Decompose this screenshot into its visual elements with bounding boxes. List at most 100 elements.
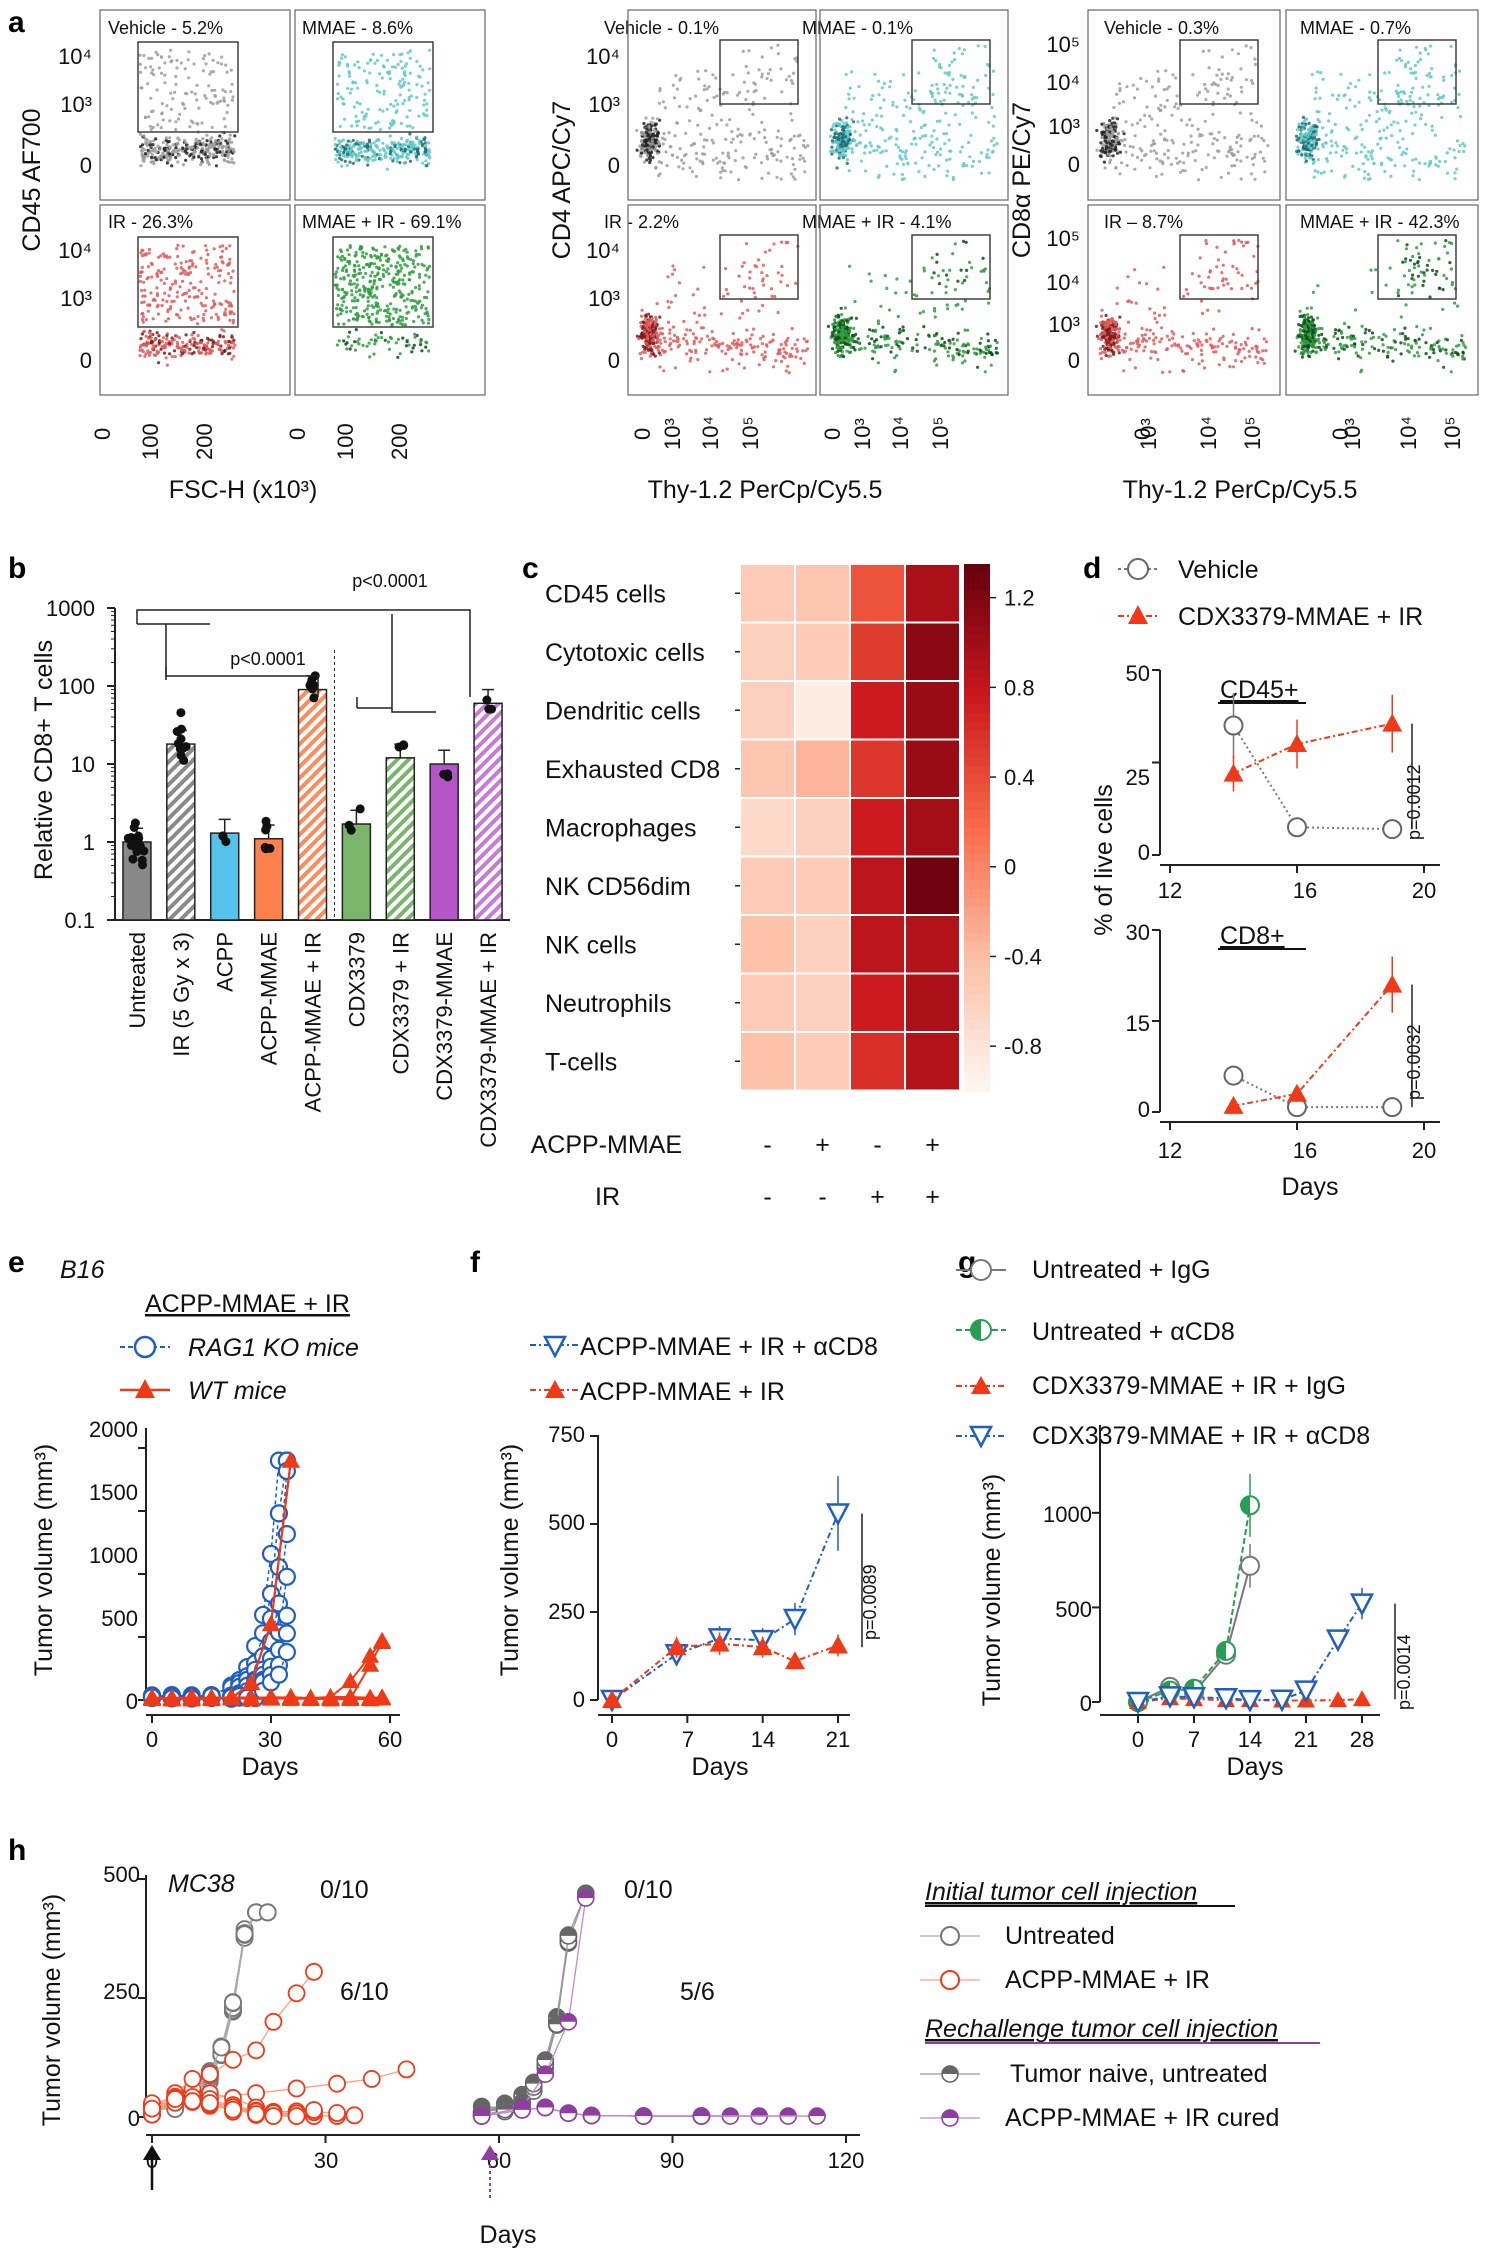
a-plot-box bbox=[1087, 204, 1281, 396]
a-event-dot bbox=[427, 275, 431, 279]
a-event-dot bbox=[1411, 273, 1415, 277]
a-event-dot bbox=[219, 303, 224, 307]
a-event-dot bbox=[224, 63, 228, 67]
a-event-dot bbox=[185, 92, 189, 96]
a-event-dot bbox=[1256, 361, 1260, 365]
a-event-dot bbox=[1166, 156, 1170, 160]
a-event-dot bbox=[346, 273, 350, 277]
a-event-dot bbox=[1375, 110, 1379, 114]
a-event-dot bbox=[192, 344, 196, 348]
a-event-dot bbox=[1307, 121, 1311, 125]
a-event-dot bbox=[379, 252, 384, 256]
a-event-dot bbox=[1377, 348, 1381, 352]
a-event-dot bbox=[1255, 345, 1259, 349]
a-event-dot bbox=[378, 278, 383, 282]
a-event-dot bbox=[935, 137, 939, 141]
a-event-dot bbox=[1095, 128, 1099, 133]
a-event-dot bbox=[1240, 273, 1244, 277]
a-event-dot bbox=[1310, 72, 1314, 77]
a-event-dot bbox=[682, 337, 686, 341]
a-event-dot bbox=[223, 158, 227, 163]
a-event-dot bbox=[651, 156, 655, 160]
a-event-dot bbox=[149, 65, 153, 69]
a-event-dot bbox=[154, 50, 158, 54]
a-event-dot bbox=[403, 64, 407, 68]
a-event-dot bbox=[211, 341, 215, 346]
a-event-dot bbox=[1108, 334, 1112, 338]
a-event-dot bbox=[352, 317, 356, 321]
a-event-dot bbox=[378, 258, 382, 262]
a-event-dot bbox=[179, 266, 183, 270]
a-event-dot bbox=[168, 152, 172, 156]
a-event-dot bbox=[143, 152, 148, 156]
a-event-dot bbox=[398, 269, 402, 273]
a-event-dot bbox=[867, 122, 871, 127]
a-event-dot bbox=[1455, 139, 1460, 143]
a-event-dot bbox=[1425, 268, 1429, 272]
a-event-dot bbox=[1100, 122, 1104, 126]
a-event-dot bbox=[369, 255, 373, 259]
a-event-dot bbox=[796, 134, 800, 138]
a-gate-rect bbox=[137, 41, 239, 133]
a-event-dot bbox=[222, 329, 226, 333]
a-event-dot bbox=[965, 164, 969, 168]
a-event-dot bbox=[723, 169, 727, 173]
a-event-dot bbox=[362, 114, 366, 118]
a-event-dot bbox=[1243, 340, 1247, 344]
a-event-dot bbox=[947, 346, 952, 350]
a-event-dot bbox=[726, 151, 730, 155]
a-event-dot bbox=[151, 143, 155, 147]
a3-xtick-l0: 0 bbox=[1130, 428, 1155, 440]
a-event-dot bbox=[409, 94, 413, 98]
a-event-dot bbox=[1407, 268, 1411, 273]
a-event-dot bbox=[166, 158, 170, 162]
a-event-dot bbox=[379, 128, 383, 132]
a-event-dot bbox=[659, 341, 663, 345]
a-event-dot bbox=[937, 65, 942, 69]
a-event-dot bbox=[844, 121, 849, 125]
a-event-dot bbox=[843, 341, 847, 345]
a-event-dot bbox=[1261, 349, 1265, 353]
a-event-dot bbox=[176, 243, 180, 247]
a-event-dot bbox=[160, 55, 164, 59]
a-event-dot bbox=[395, 157, 399, 161]
a-event-dot bbox=[365, 307, 369, 311]
a-event-dot bbox=[385, 144, 389, 148]
a-event-dot bbox=[1417, 178, 1421, 182]
a-event-dot bbox=[184, 260, 188, 264]
a-event-dot bbox=[396, 102, 400, 106]
a-event-dot bbox=[228, 351, 232, 355]
a-event-dot bbox=[394, 110, 398, 115]
a-event-dot bbox=[336, 313, 340, 317]
a-event-dot bbox=[209, 316, 214, 320]
a-event-dot bbox=[1143, 113, 1147, 117]
a-event-dot bbox=[1414, 341, 1418, 345]
a-event-dot bbox=[1231, 264, 1235, 268]
a-event-dot bbox=[1377, 117, 1381, 121]
a-event-dot bbox=[140, 154, 145, 159]
a-event-dot bbox=[1175, 94, 1179, 98]
a-event-dot bbox=[953, 57, 957, 62]
a-event-dot bbox=[1247, 349, 1251, 353]
a-event-dot bbox=[1242, 244, 1246, 248]
a-event-dot bbox=[934, 153, 938, 157]
a-event-dot bbox=[1318, 96, 1322, 100]
a-event-dot bbox=[342, 300, 346, 304]
a-event-dot bbox=[418, 275, 422, 279]
a-event-dot bbox=[343, 290, 347, 294]
a-event-dot bbox=[711, 158, 715, 162]
a-event-dot bbox=[898, 347, 902, 351]
a-event-dot bbox=[147, 115, 151, 119]
a-event-dot bbox=[1418, 104, 1422, 108]
a-event-dot bbox=[414, 155, 418, 159]
a-event-dot bbox=[799, 154, 803, 158]
a-event-dot bbox=[1323, 141, 1328, 145]
a-event-dot bbox=[923, 123, 927, 127]
a-event-dot bbox=[1381, 349, 1385, 353]
a-event-dot bbox=[375, 255, 379, 259]
a-event-dot bbox=[987, 120, 991, 124]
a-event-dot bbox=[1129, 347, 1133, 351]
a-event-dot bbox=[1394, 348, 1398, 352]
a-event-dot bbox=[989, 363, 993, 367]
a-event-dot bbox=[835, 346, 839, 350]
